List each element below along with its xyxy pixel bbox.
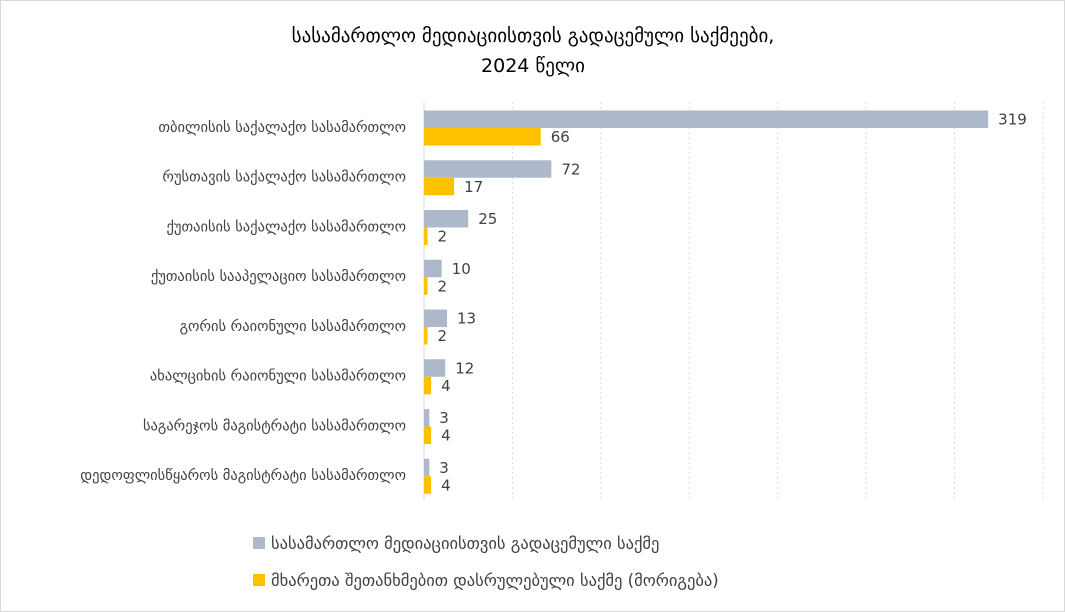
- chart-title-line-1: სასამართლო მედიაციისთვის გადაცემული საქმ…: [292, 25, 775, 47]
- data-label-referred: 13: [457, 310, 476, 328]
- bar-settled: [424, 426, 432, 444]
- legend-label-referred: სასამართლო მედიაციისთვის გადაცემული საქმ…: [271, 534, 659, 553]
- legend-label-settled: მხარეთა შეთანხმებით დასრულებული საქმე (მ…: [271, 571, 719, 590]
- bar-settled: [424, 376, 432, 395]
- legend-swatch-referred: [253, 537, 265, 549]
- bar-settled: [424, 476, 432, 494]
- bar-referred: [424, 259, 442, 278]
- bar-settled: [424, 277, 428, 295]
- category-label: გორის რაიონული სასამართლო: [180, 318, 406, 335]
- legend: სასამართლო მედიაციისთვის გადაცემული საქმ…: [253, 534, 719, 590]
- bar-settled: [424, 177, 455, 196]
- category-label: ახალციხის რაიონული სასამართლო: [150, 368, 406, 385]
- bar-settled: [424, 227, 428, 245]
- data-label-settled: 2: [438, 228, 448, 246]
- category-label: რუსთავის საქალაქო სასამართლო: [162, 169, 406, 186]
- data-label-settled: 2: [438, 327, 448, 345]
- data-label-referred: 12: [455, 359, 474, 377]
- data-label-settled: 2: [438, 277, 448, 295]
- bar-referred: [424, 110, 989, 128]
- bar-referred: [424, 309, 447, 327]
- category-label: დედოფლისწყაროს მაგისტრატი სასამართლო: [80, 467, 406, 484]
- data-label-referred: 3: [439, 409, 449, 427]
- bar-referred: [424, 409, 430, 427]
- bar-settled: [424, 128, 541, 146]
- data-label-referred: 25: [478, 210, 497, 228]
- data-label-referred: 72: [561, 160, 580, 178]
- bar-referred: [424, 210, 469, 228]
- legend-swatch-settled: [253, 574, 265, 586]
- category-label: საგარეჯოს მაგისტრატი სასამართლო: [143, 417, 406, 434]
- data-label-settled: 4: [441, 427, 451, 445]
- category-label: ქუთაისის სააპელაციო სასამართლო: [151, 268, 406, 285]
- category-labels: თბილისის საქალაქო სასამართლო რუსთავის საქ…: [80, 119, 406, 484]
- data-label-referred: 10: [452, 260, 471, 278]
- category-label: ქუთაისის საქალაქო სასამართლო: [166, 218, 406, 235]
- data-label-referred: 3: [439, 459, 449, 477]
- gridlines: [511, 102, 1044, 500]
- data-label-referred: 319: [998, 111, 1027, 129]
- data-label-settled: 4: [441, 377, 451, 395]
- category-label: თბილისის საქალაქო სასამართლო: [158, 119, 406, 136]
- bar-referred: [424, 359, 446, 377]
- legend-item-referred: სასამართლო მედიაციისთვის გადაცემული საქმ…: [253, 534, 659, 553]
- bar-referred: [424, 458, 430, 477]
- legend-item-settled: მხარეთა შეთანხმებით დასრულებული საქმე (მ…: [253, 571, 719, 590]
- chart-title-line-2: 2024 წელი: [481, 55, 585, 77]
- bars: [424, 110, 989, 494]
- data-label-settled: 4: [441, 476, 451, 494]
- bar-referred: [424, 160, 552, 178]
- data-label-settled: 66: [551, 128, 570, 146]
- bar-settled: [424, 327, 428, 345]
- data-label-settled: 17: [464, 178, 483, 196]
